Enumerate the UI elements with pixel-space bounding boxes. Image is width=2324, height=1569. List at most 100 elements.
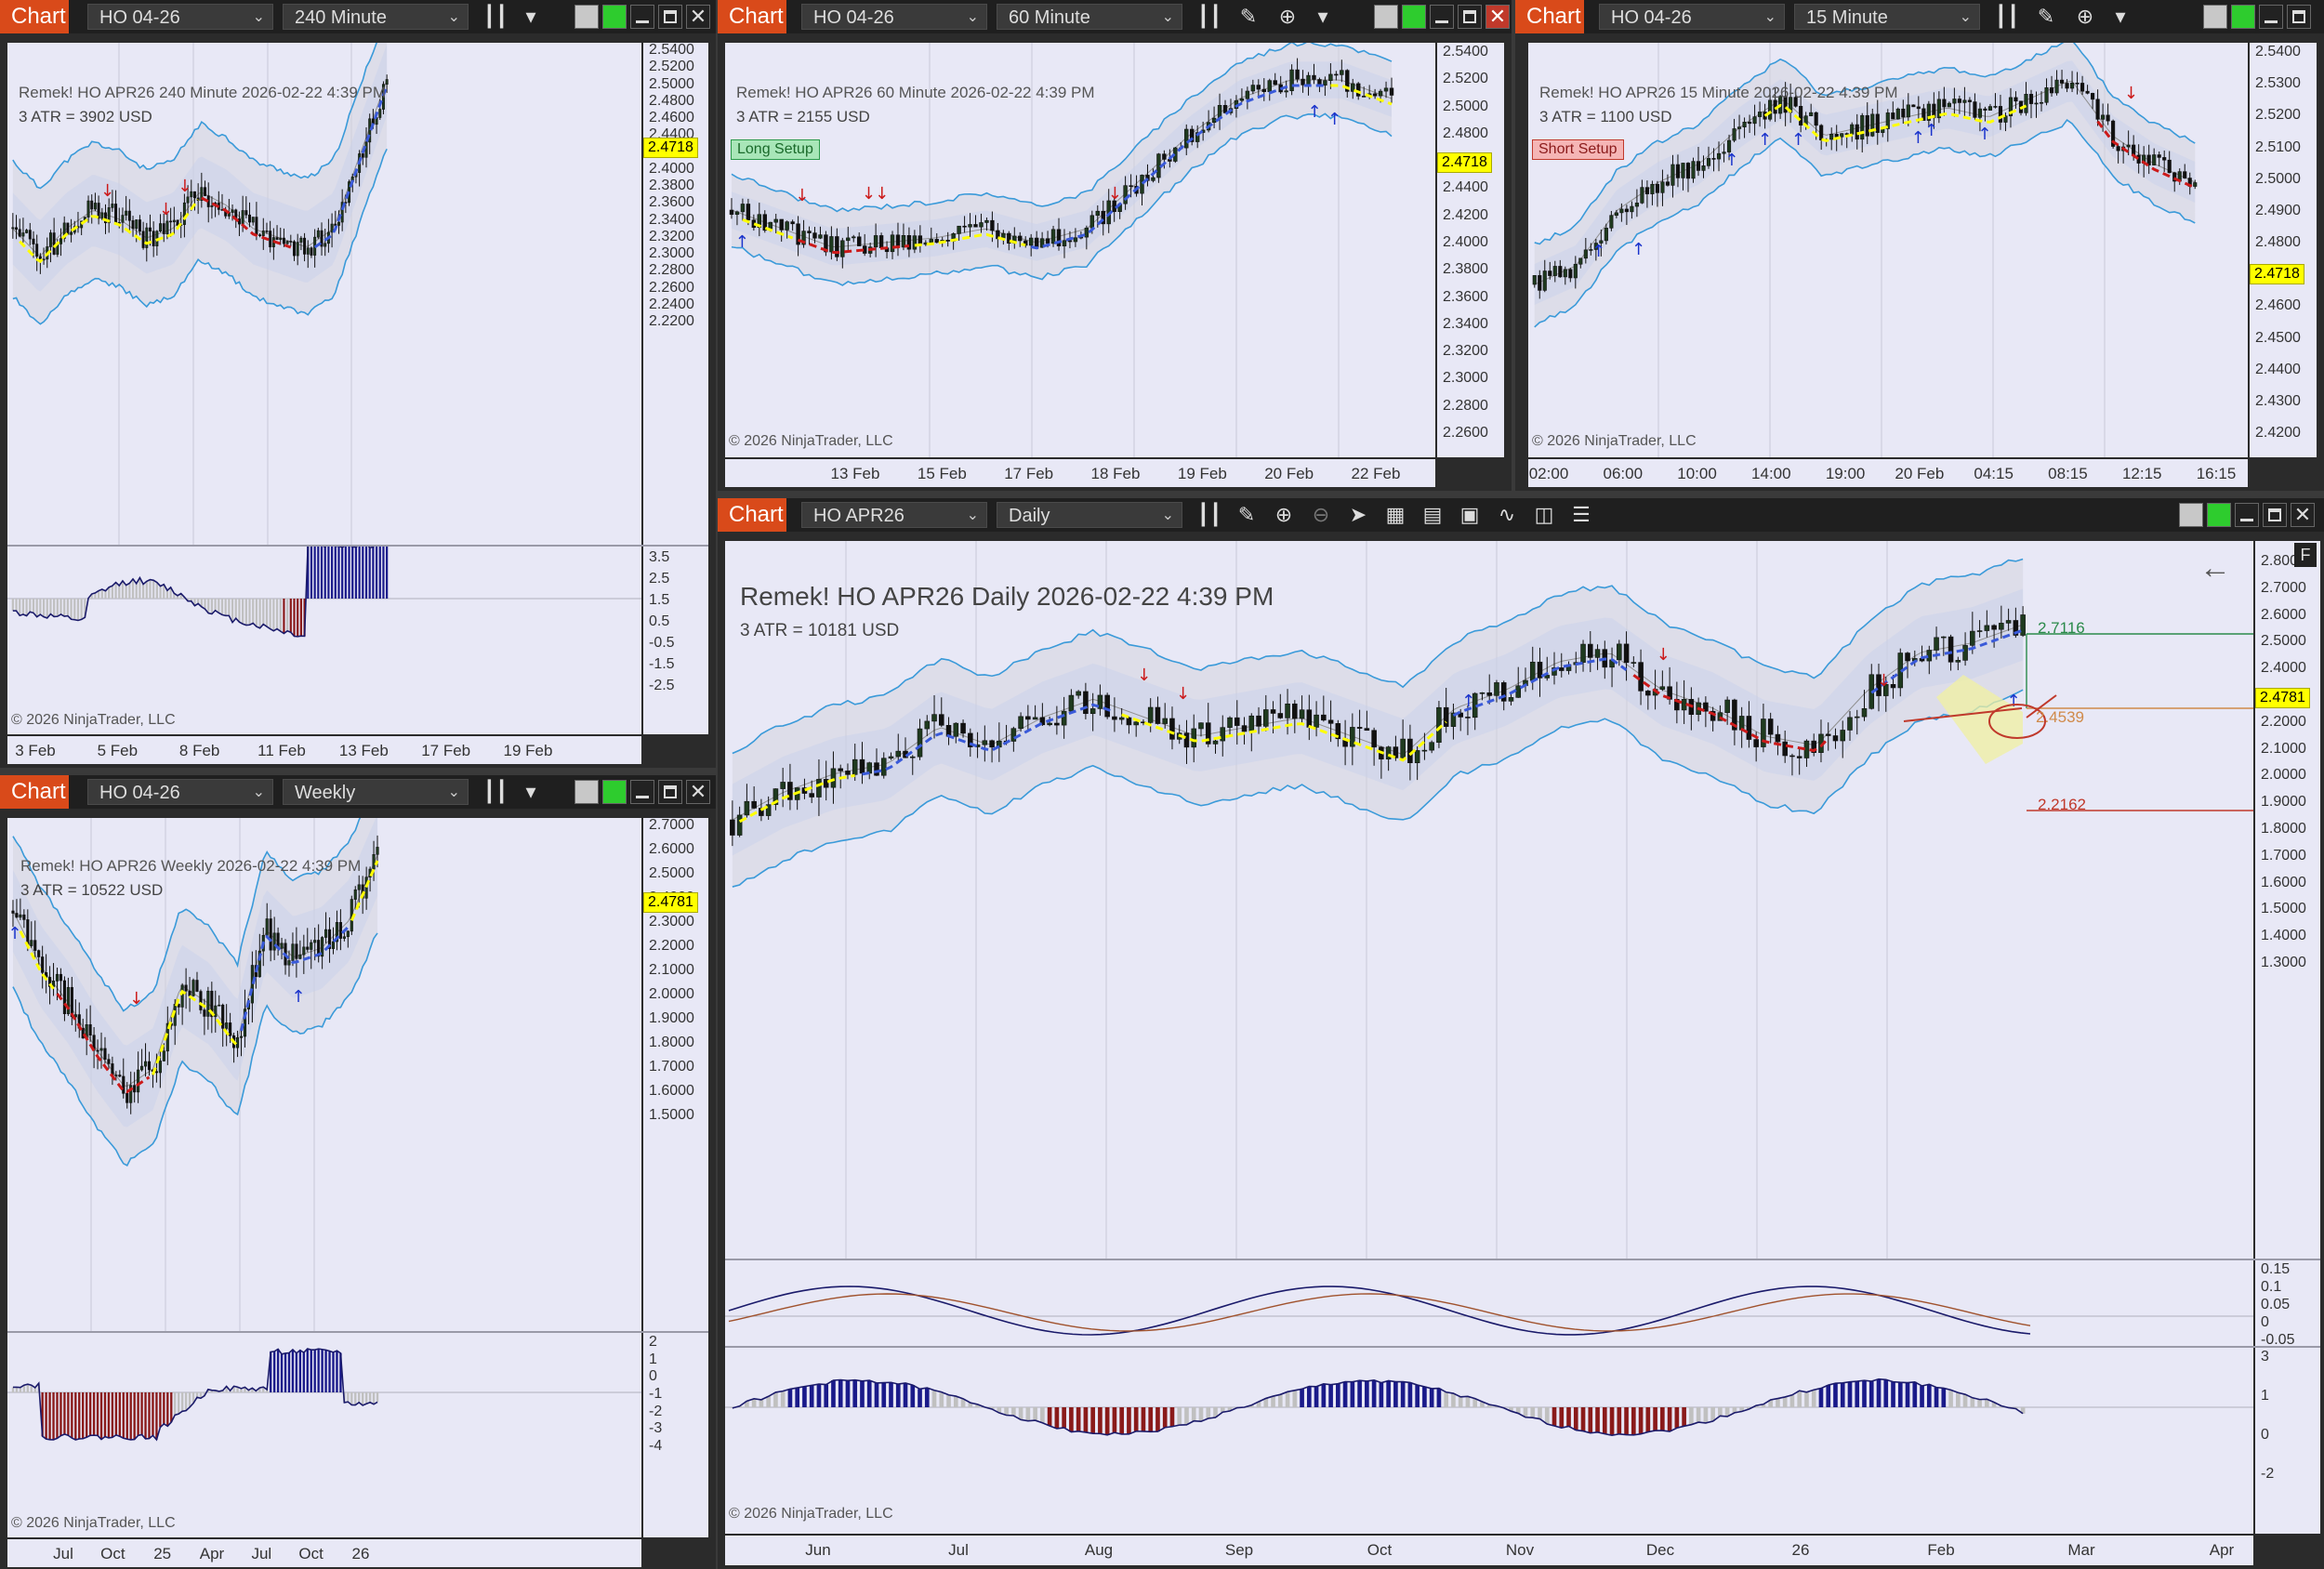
data-box-icon[interactable]: ▦ <box>1385 503 1406 526</box>
corner-f-button[interactable]: F <box>2294 543 2317 567</box>
maximize-button[interactable] <box>658 5 682 29</box>
dropdown-arrow-icon[interactable]: ▾ <box>2115 5 2126 28</box>
candle-body <box>2132 144 2136 156</box>
oscillator-panel-2[interactable]: © 2026 NinjaTrader, LLC <box>725 1348 2253 1534</box>
zoom-out-icon[interactable]: ⊖ <box>1312 503 1330 526</box>
zoom-in-icon[interactable]: ⊕ <box>2076 5 2094 28</box>
osc2-axis[interactable]: 3 1 0 -2 <box>2255 1348 2320 1534</box>
maximize-button[interactable] <box>658 780 682 804</box>
interval-selector[interactable]: 15 Minute ⌄ <box>1794 4 1980 30</box>
panel-separator[interactable] <box>7 1331 708 1333</box>
close-button[interactable]: ✕ <box>686 5 710 29</box>
dropdown-arrow-icon[interactable]: ▾ <box>525 5 536 28</box>
price-panel[interactable]: ↑ ↑ ↑ ↑ ↑ ↑ ↑ ↑ ↓ Remek! HO APR26 15 Minute 2026… <box>1528 43 2248 457</box>
trend-ma <box>313 85 389 249</box>
oscillator-axis[interactable]: 2 1 0 -1 -2 -3 -4 <box>643 1333 708 1537</box>
link-color-button[interactable] <box>602 780 627 804</box>
panel-separator[interactable] <box>725 1259 2320 1260</box>
templates-icon[interactable]: ▣ <box>1459 503 1480 526</box>
panel-separator[interactable] <box>725 1346 2320 1348</box>
link-color-button[interactable] <box>602 5 627 29</box>
zoom-in-icon[interactable]: ⊕ <box>1274 503 1293 526</box>
histogram-bar <box>1184 1407 1189 1425</box>
oscillator-axis[interactable]: 3.5 2.5 1.5 0.5 -0.5 -1.5 -2.5 <box>643 547 708 734</box>
price-axis[interactable]: 2.54002.52002.50002.48002.46002.44002.42… <box>643 43 708 545</box>
time-axis[interactable]: 02:00 06:00 10:00 14:00 19:00 20 Feb 04:15 08:1… <box>1528 459 2248 487</box>
price-panel[interactable]: ↓ ↓ ↓ Remek! HO APR26 240 Minute 2026-02-2… <box>7 43 641 545</box>
time-axis[interactable]: Jul Oct 25 Apr Jul Oct 26 <box>7 1539 641 1567</box>
instrument-selector[interactable]: HO 04-26 ⌄ <box>1599 4 1785 30</box>
interval-selector[interactable]: 240 Minute ⌄ <box>283 4 469 30</box>
dropdown-arrow-icon[interactable]: ▾ <box>525 780 536 803</box>
maximize-button[interactable] <box>2287 5 2311 29</box>
link-button[interactable] <box>574 5 599 29</box>
link-button[interactable] <box>2203 5 2227 29</box>
chart-menu-button[interactable]: Chart <box>0 775 69 809</box>
link-color-button[interactable] <box>2231 5 2255 29</box>
minimize-button[interactable] <box>630 780 654 804</box>
bar-type-icon[interactable]: ┃┃ <box>1196 5 1222 28</box>
bar-type-icon[interactable]: ┃┃ <box>482 780 508 803</box>
cursor-icon[interactable]: ➤ <box>1349 503 1367 526</box>
link-button[interactable] <box>2179 503 2203 527</box>
indicators-icon[interactable]: ∿ <box>1498 503 1516 526</box>
price-panel[interactable]: ↑ ↓ ↑ Remek! HO APR26 Weekly 2026-02-22 4:… <box>7 818 641 1331</box>
chart-menu-button[interactable]: Chart <box>1515 0 1584 33</box>
oscillator-panel-1[interactable] <box>725 1260 2253 1346</box>
instrument-selector[interactable]: HO 04-26 ⌄ <box>87 779 273 805</box>
osc1-axis[interactable]: 0.15 0.1 0.05 0 -0.05 <box>2255 1260 2320 1346</box>
bar-type-icon[interactable]: ┃┃ <box>1196 503 1222 526</box>
link-button[interactable] <box>574 780 599 804</box>
candle-body <box>1436 706 1442 744</box>
chart-menu-button[interactable]: Chart <box>0 0 69 33</box>
interval-selector[interactable]: Daily ⌄ <box>997 502 1182 528</box>
list-icon[interactable]: ☰ <box>1572 503 1591 526</box>
chart-menu-button[interactable]: Chart <box>718 498 786 532</box>
price-axis[interactable]: 2.54002.52002.50002.48002.46002.44002.42… <box>1437 43 1504 457</box>
minimize-button[interactable] <box>1430 5 1454 29</box>
price-panel[interactable]: ↑ ↓ ↓ ↓ ↓ ↑ ↑ Remek! HO APR26 60 Minute 2026-0… <box>725 43 1435 457</box>
oscillator-panel[interactable]: © 2026 NinjaTrader, LLC <box>7 547 641 734</box>
back-arrow-icon[interactable]: ← <box>2199 550 2231 586</box>
panel-separator[interactable] <box>7 545 708 547</box>
candle-body <box>840 240 845 257</box>
minimize-button[interactable] <box>2259 5 2283 29</box>
zoom-in-icon[interactable]: ⊕ <box>1278 5 1297 28</box>
time-axis[interactable]: Jun Jul Aug Sep Oct Nov Dec 26 Feb Mar Apr <box>725 1536 2253 1565</box>
minimize-button[interactable] <box>2235 503 2259 527</box>
properties-icon[interactable]: ▤ <box>1422 503 1443 526</box>
dropdown-arrow-icon[interactable]: ▾ <box>1317 5 1328 28</box>
candle-body <box>1277 713 1284 719</box>
chart-menu-button[interactable]: Chart <box>718 0 786 33</box>
strategies-icon[interactable]: ◫ <box>1534 503 1554 526</box>
price-axis[interactable]: 2.80002.70002.60002.50002.40002.30002.20… <box>2255 541 2320 1259</box>
close-button[interactable]: ✕ <box>686 780 710 804</box>
minimize-button[interactable] <box>630 5 654 29</box>
price-axis[interactable]: 2.5400 2.5300 2.5200 2.5100 2.5000 2.4900 2.48… <box>2250 43 2317 457</box>
instrument-selector[interactable]: HO 04-26 ⌄ <box>801 4 987 30</box>
instrument-selector[interactable]: HO APR26 ⌄ <box>801 502 987 528</box>
maximize-button[interactable] <box>2263 503 2287 527</box>
pencil-icon[interactable]: ✎ <box>1239 5 1258 28</box>
link-button[interactable] <box>1374 5 1398 29</box>
close-button[interactable]: ✕ <box>1486 5 1510 29</box>
price-axis[interactable]: 2.70002.60002.50002.40002.30002.20002.10… <box>643 818 708 1331</box>
pencil-icon[interactable]: ✎ <box>2037 5 2055 28</box>
bar-type-icon[interactable]: ┃┃ <box>1994 5 2020 28</box>
time-axis[interactable]: 3 Feb 5 Feb 8 Feb 11 Feb 13 Feb 17 Feb 19 Feb <box>7 736 641 764</box>
link-color-button[interactable] <box>1402 5 1426 29</box>
maximize-button[interactable] <box>1458 5 1482 29</box>
interval-selector[interactable]: 60 Minute ⌄ <box>997 4 1182 30</box>
pencil-icon[interactable]: ✎ <box>1237 503 1256 526</box>
close-button[interactable]: ✕ <box>2291 503 2315 527</box>
instrument-selector[interactable]: HO 04-26 ⌄ <box>87 4 273 30</box>
candle-body <box>1865 114 1869 137</box>
interval-selector[interactable]: Weekly ⌄ <box>283 779 469 805</box>
oscillator-panel[interactable]: © 2026 NinjaTrader, LLC <box>7 1333 641 1537</box>
time-axis[interactable]: 13 Feb 15 Feb 17 Feb 18 Feb 19 Feb 20 Feb 22 F… <box>725 459 1435 487</box>
price-panel[interactable]: ↓ ↓ ↑ ↓ ↓ ↑ Remek! HO APR26 Daily 2026-02-22 … <box>725 541 2253 1259</box>
bar-type-icon[interactable]: ┃┃ <box>482 5 508 28</box>
candle-body <box>807 231 812 233</box>
link-color-button[interactable] <box>2207 503 2231 527</box>
candle-body <box>2091 93 2095 100</box>
